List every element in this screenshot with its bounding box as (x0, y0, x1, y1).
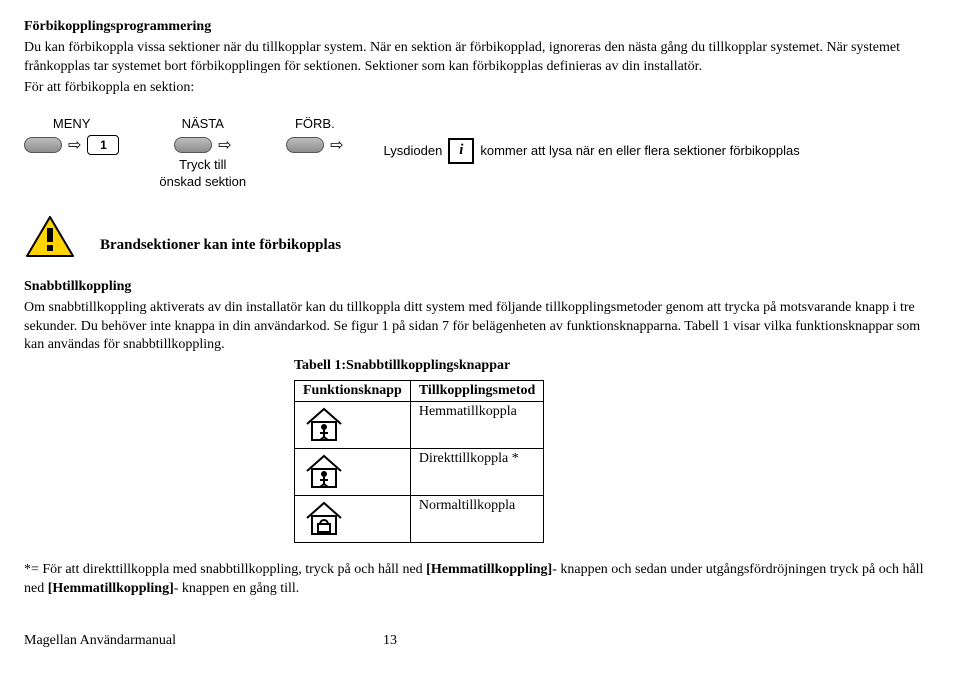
footnote-suffix: - knappen en gång till. (174, 581, 300, 596)
warning-triangle-icon (24, 214, 76, 260)
table-row: Normaltillkoppla (295, 496, 544, 543)
nasta-caption-2: önskad sektion (159, 174, 246, 190)
forb-label: FÖRB. (295, 116, 335, 131)
footnote-prefix: *= För att direkttillkoppla med snabbtil… (24, 562, 426, 577)
page-footer: Magellan Användarmanual 13 (24, 633, 936, 649)
nasta-button[interactable] (174, 137, 212, 153)
house-lock-icon (303, 498, 345, 538)
footer-title: Magellan Användarmanual (24, 633, 176, 648)
button-sequence-row: MENY ⇨ 1 NÄSTA ⇨ Tryck till önskad sekti… (24, 116, 936, 190)
meny-label: MENY (53, 116, 91, 131)
footnote: *= För att direkttillkoppla med snabbtil… (24, 561, 936, 599)
led-prefix-text: Lysdioden (384, 143, 443, 158)
arrow-icon: ⇨ (330, 135, 343, 155)
nasta-caption-1: Tryck till (179, 157, 226, 173)
led-suffix-text: kommer att lysa när en eller flera sekti… (480, 143, 799, 158)
snabb-body: Om snabbtillkoppling aktiverats av din i… (24, 299, 936, 356)
arrow-icon: ⇨ (68, 135, 81, 155)
house-person-icon (303, 451, 345, 491)
table-row: Hemmatillkoppla (295, 402, 544, 449)
warning-text: Brandsektioner kan inte förbikopplas (100, 219, 341, 254)
snabb-title: Snabbtillkoppling (24, 278, 936, 297)
intro-paragraph-1: Du kan förbikoppla vissa sektioner när d… (24, 39, 936, 77)
info-icon: i (448, 138, 474, 164)
table-header-col1: Funktionsknapp (295, 381, 411, 402)
table-method-cell: Hemmatillkoppla (410, 402, 543, 449)
intro-paragraph-2: För att förbikoppla en sektion: (24, 79, 936, 98)
forb-button-group: FÖRB. ⇨ (286, 116, 343, 155)
table-row: Direkttillkoppla * (295, 449, 544, 496)
table-header-col2: Tillkopplingsmetod (410, 381, 543, 402)
house-person-icon (303, 404, 345, 444)
led-info-row: Lysdioden i kommer att lysa när en eller… (384, 138, 936, 164)
table-method-cell: Direkttillkoppla * (410, 449, 543, 496)
nasta-label: NÄSTA (182, 116, 224, 131)
nasta-button-group: NÄSTA ⇨ Tryck till önskad sektion (159, 116, 246, 190)
footnote-btn2: [Hemmatillkoppling] (48, 581, 174, 596)
meny-button[interactable] (24, 137, 62, 153)
forb-button[interactable] (286, 137, 324, 153)
table-method-cell: Normaltillkoppla (410, 496, 543, 543)
meny-button-group: MENY ⇨ 1 (24, 116, 119, 155)
page-title: Förbikopplingsprogrammering (24, 18, 936, 37)
warning-row: Brandsektioner kan inte förbikopplas (24, 214, 936, 260)
footer-page-number: 13 (383, 633, 397, 648)
function-button-table: Funktionsknapp Tillkopplingsmetod Hemmat… (294, 380, 544, 543)
footnote-btn1: [Hemmatillkoppling] (426, 562, 552, 577)
key-1-button[interactable]: 1 (87, 135, 119, 155)
arrow-icon: ⇨ (218, 135, 231, 155)
table-title: Tabell 1:Snabbtillkopplingsknappar (294, 357, 936, 376)
